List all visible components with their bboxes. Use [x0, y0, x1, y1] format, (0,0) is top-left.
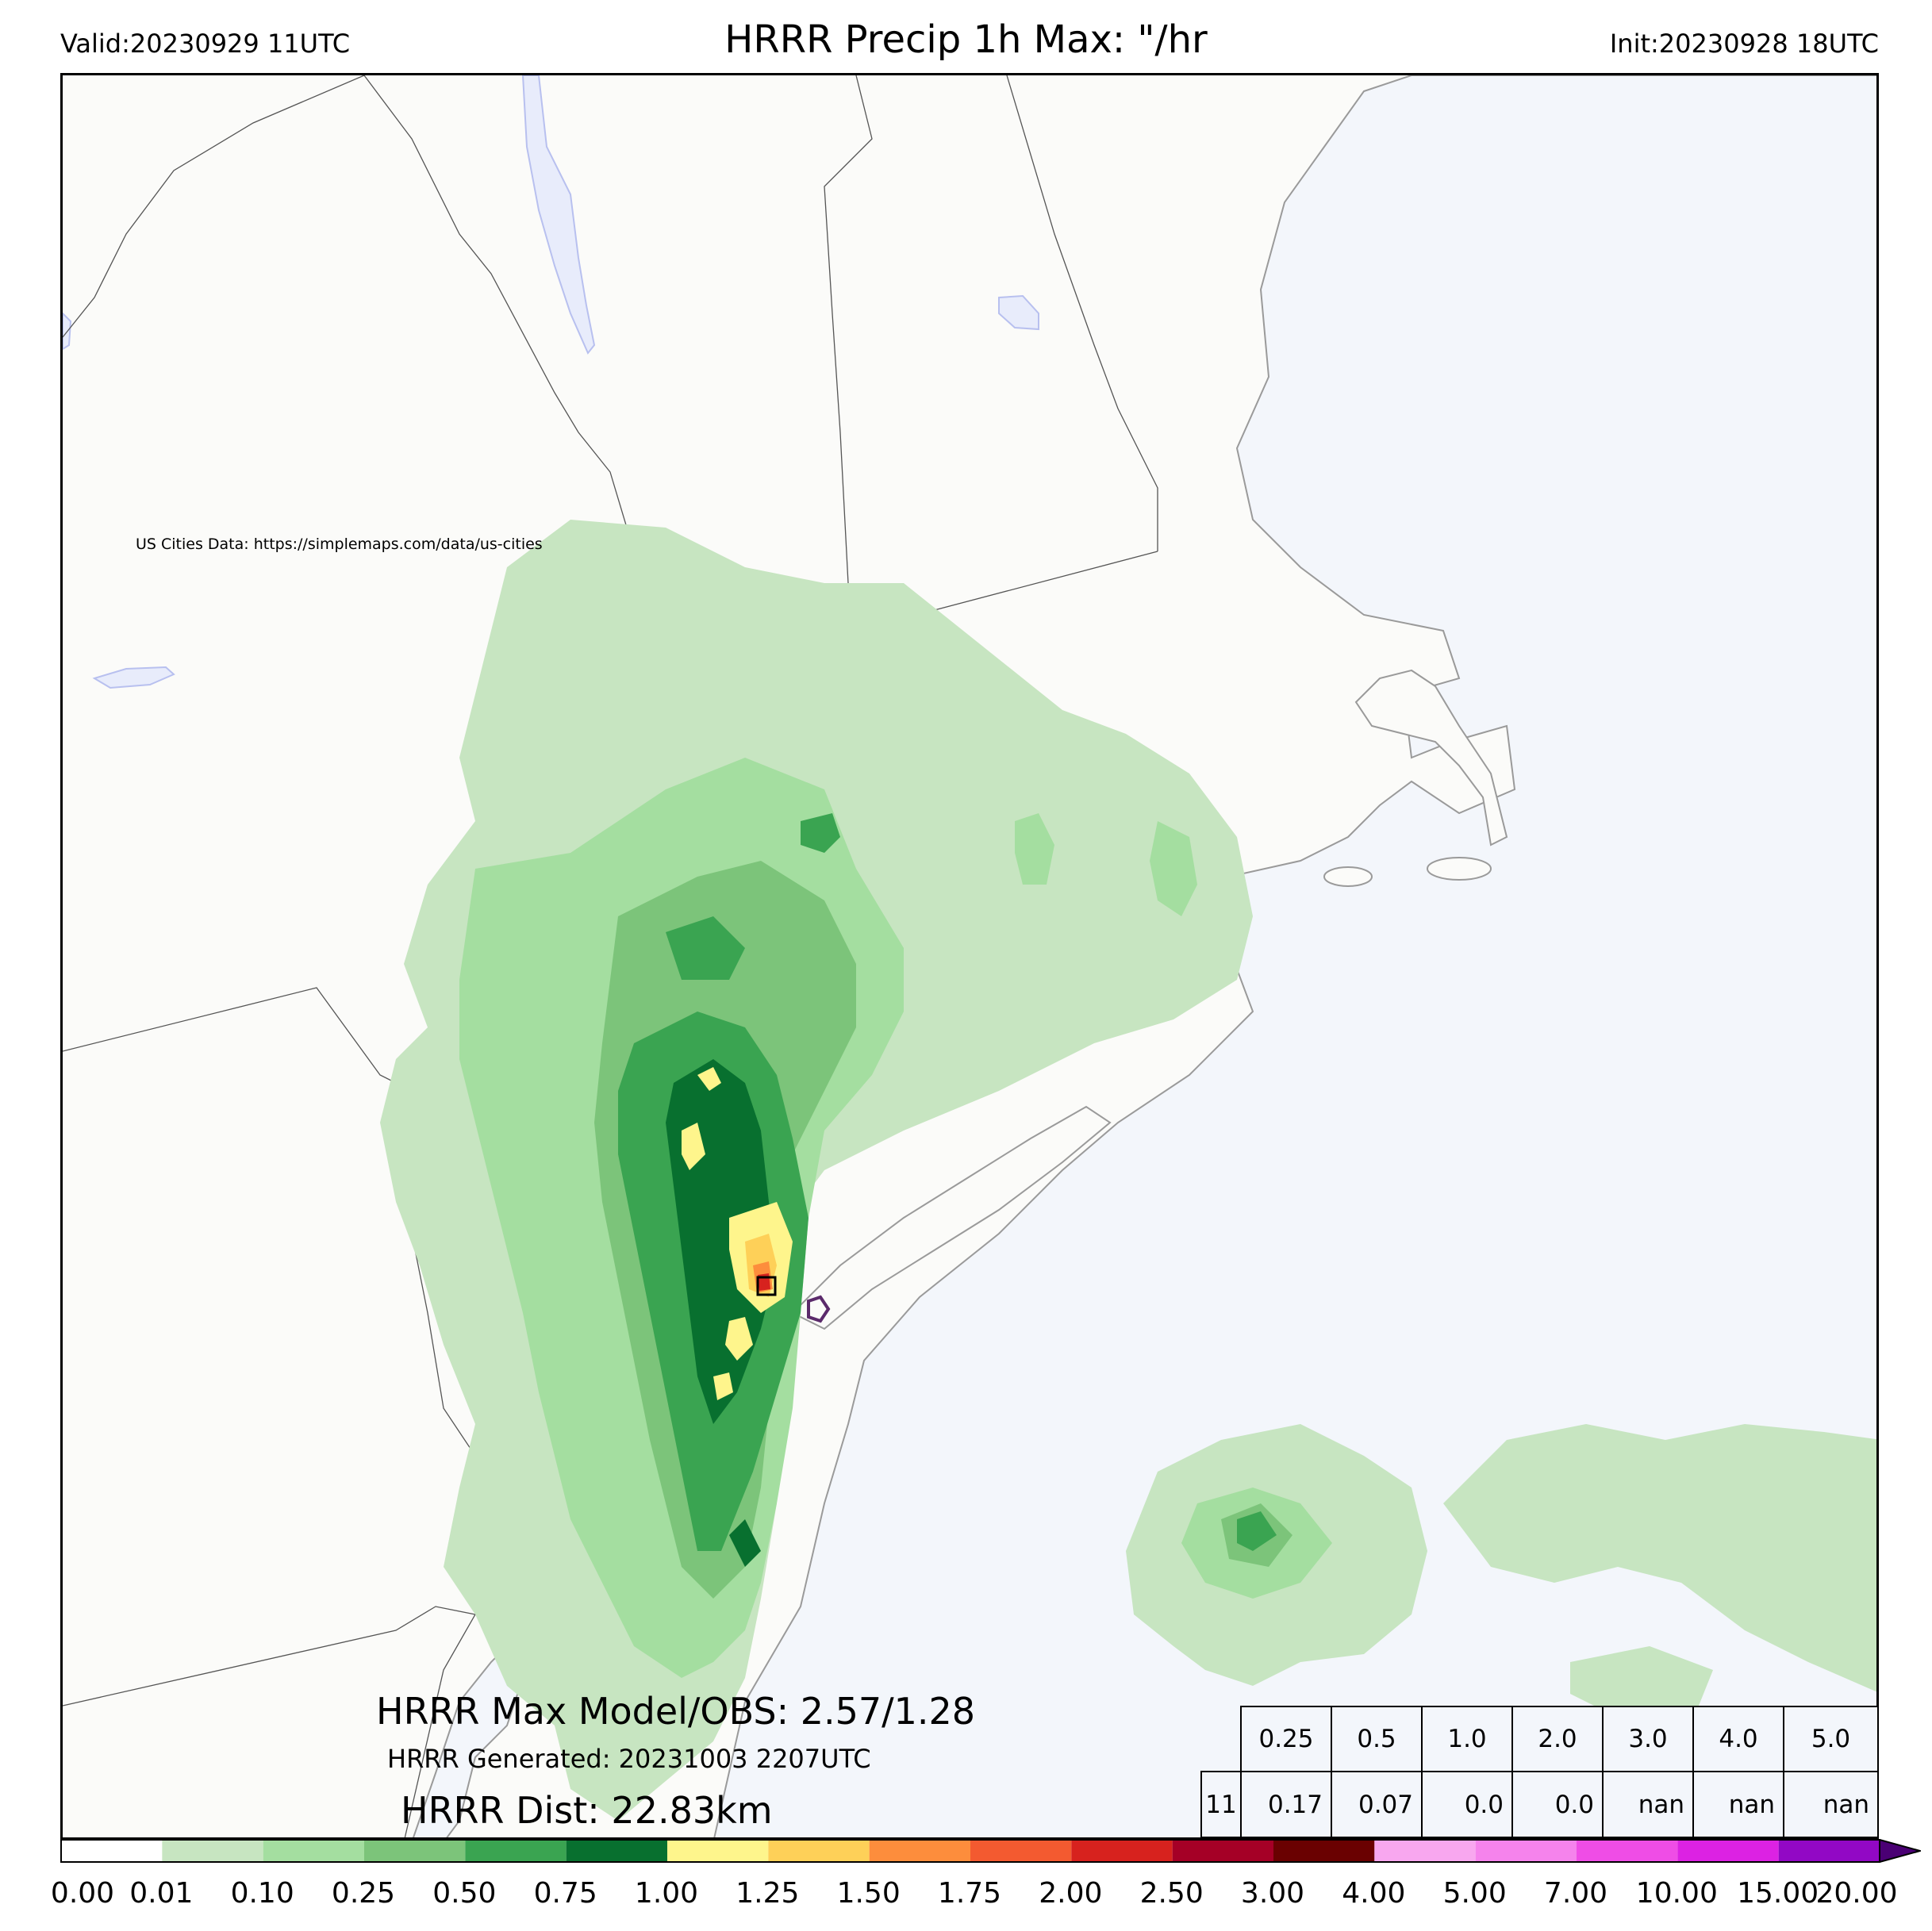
table-value-cell: 0.07 [1331, 1771, 1423, 1838]
colorbar-tick-label: 7.00 [1543, 1877, 1608, 1910]
table-value-cell: 0.0 [1511, 1771, 1604, 1838]
nantucket [1427, 857, 1492, 881]
colorbar-segment [869, 1840, 970, 1862]
table-header-cell: 0.25 [1240, 1706, 1332, 1772]
colorbar-segment [1374, 1840, 1476, 1862]
colorbar-tick-label: 10.00 [1635, 1877, 1718, 1910]
ocean [713, 75, 1876, 1837]
colorbar-segment [1071, 1840, 1173, 1862]
hrrr-dist: HRRR Dist: 22.83km [401, 1789, 773, 1832]
colorbar-tick-label: 4.00 [1342, 1877, 1406, 1910]
table-header-cell: 4.0 [1692, 1706, 1784, 1772]
colorbar-segment [465, 1840, 567, 1862]
colorbar-segment [1172, 1840, 1273, 1862]
colorbar-tick-label: 0.75 [533, 1877, 597, 1910]
table-header-cell: 3.0 [1602, 1706, 1694, 1772]
colorbar-segment [1475, 1840, 1577, 1862]
colorbar-tick-label: 0.01 [129, 1877, 194, 1910]
colorbar-tick-label: 0.10 [230, 1877, 294, 1910]
table-value-cell: nan [1602, 1771, 1694, 1838]
colorbar-segment [1778, 1840, 1880, 1862]
colorbar-tick-label: 1.75 [937, 1877, 1002, 1910]
generated-time: HRRR Generated: 20231003 2207UTC [387, 1744, 871, 1774]
colorbar-tick-label: 2.00 [1039, 1877, 1103, 1910]
colorbar [60, 1839, 1921, 1863]
colorbar-segment [1273, 1840, 1375, 1862]
colorbar-segment [768, 1840, 870, 1862]
lake-champlain [521, 75, 596, 355]
colorbar-tick-label: 0.25 [331, 1877, 396, 1910]
colorbar-tick-label: 20.00 [1815, 1877, 1898, 1910]
table-value-cell: nan [1692, 1771, 1784, 1838]
lake-winnipesaukee [998, 294, 1039, 331]
long-island [791, 1105, 1112, 1330]
colorbar-segment [1677, 1840, 1779, 1862]
map-canvas [63, 75, 1876, 1837]
colorbar-tick-label: 0.00 [50, 1877, 115, 1910]
colorbar-tick-label: 1.50 [836, 1877, 901, 1910]
table-value-cell: 0.0 [1421, 1771, 1513, 1838]
threshold-table: 0.25 0.5 1.0 2.0 3.0 4.0 5.0 11 0.17 0.0… [1200, 1706, 1879, 1838]
colorbar-segment [61, 1840, 163, 1862]
colorbar-tick-label: 15.00 [1737, 1877, 1819, 1910]
colorbar-tick-label: 1.25 [736, 1877, 800, 1910]
table-header-cell: 2.0 [1511, 1706, 1604, 1772]
colorbar-segment [667, 1840, 769, 1862]
table-header-cell: 0.5 [1331, 1706, 1423, 1772]
table-header-cell: 1.0 [1421, 1706, 1513, 1772]
colorbar-tick-label: 1.00 [634, 1877, 699, 1910]
colorbar-extend-arrow [1879, 1839, 1921, 1863]
marthas-vineyard [1323, 866, 1373, 887]
lake-ontario-edge [63, 312, 72, 351]
table-value-cell: 0.17 [1240, 1771, 1332, 1838]
max-model-obs: HRRR Max Model/OBS: 2.57/1.28 [376, 1690, 976, 1733]
colorbar-tick-label: 2.50 [1139, 1877, 1204, 1910]
valid-time: Valid:20230929 11UTC [60, 29, 351, 59]
colorbar-tick-label: 5.00 [1442, 1877, 1507, 1910]
lake-left [92, 666, 175, 689]
colorbar-tick-label: 3.00 [1240, 1877, 1305, 1910]
precip-map[interactable]: US Cities Data: https://simplemaps.com/d… [60, 73, 1879, 1840]
colorbar-segment [263, 1840, 364, 1862]
data-credit: US Cities Data: https://simplemaps.com/d… [136, 536, 543, 553]
chart-title: HRRR Precip 1h Max: "/hr [724, 17, 1208, 62]
colorbar-segment [566, 1840, 667, 1862]
colorbar-segment [364, 1840, 466, 1862]
init-time: Init:20230928 18UTC [1609, 29, 1879, 59]
table-header-cell: 5.0 [1783, 1706, 1879, 1772]
table-row-label: 11 [1200, 1771, 1242, 1838]
colorbar-segment [162, 1840, 263, 1862]
colorbar-outline [60, 1839, 1880, 1863]
colorbar-segment [970, 1840, 1072, 1862]
colorbar-segment [1577, 1840, 1678, 1862]
table-value-cell: nan [1783, 1771, 1879, 1838]
precip-contours [380, 520, 1876, 1821]
cape-cod [1354, 669, 1508, 846]
colorbar-tick-label: 0.50 [432, 1877, 497, 1910]
